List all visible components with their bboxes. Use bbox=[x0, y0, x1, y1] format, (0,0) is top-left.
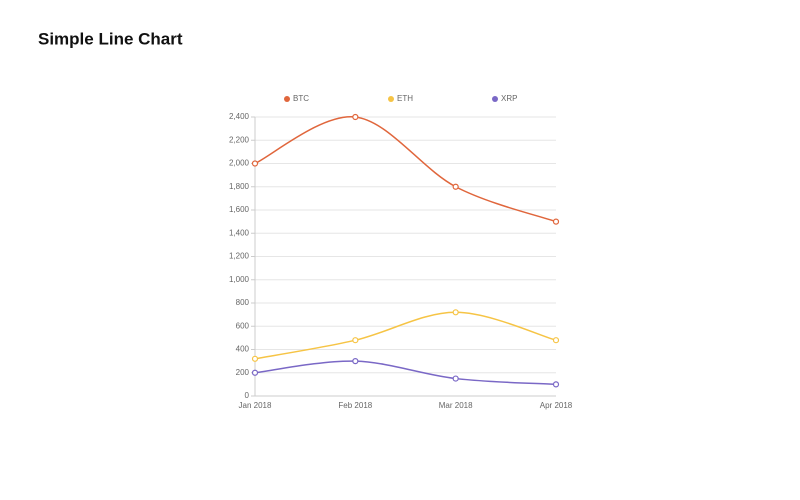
point bbox=[352, 113, 359, 121]
line bbox=[254, 311, 557, 360]
point bbox=[552, 381, 560, 388]
legend-marker[interactable] bbox=[388, 96, 394, 102]
point bbox=[251, 355, 259, 362]
point bbox=[452, 309, 459, 316]
legend-marker[interactable] bbox=[492, 96, 498, 102]
point bbox=[352, 337, 359, 344]
line bbox=[254, 116, 557, 223]
y-tick-label: 2,400 bbox=[229, 112, 250, 121]
legend-label[interactable]: BTC bbox=[293, 94, 309, 103]
x-tick-label: Mar 2018 bbox=[439, 401, 473, 410]
chart-title: Simple Line Chart bbox=[38, 29, 183, 48]
point bbox=[452, 183, 459, 190]
point bbox=[251, 160, 259, 167]
point bbox=[452, 375, 459, 382]
y-tick-label: 1,600 bbox=[229, 205, 250, 214]
y-tick-label: 2,200 bbox=[229, 135, 250, 144]
legend-label[interactable]: XRP bbox=[501, 94, 517, 103]
y-tick-label: 1,400 bbox=[229, 228, 250, 237]
y-tick-label: 0 bbox=[245, 391, 250, 400]
y-tick-label: 1,200 bbox=[229, 252, 250, 261]
y-tick-label: 2,000 bbox=[229, 159, 250, 168]
legend-label[interactable]: ETH bbox=[397, 94, 413, 103]
legend-marker[interactable] bbox=[284, 96, 290, 102]
point bbox=[552, 218, 560, 225]
y-tick-label: 400 bbox=[236, 345, 250, 354]
x-tick-label: Jan 2018 bbox=[239, 401, 272, 410]
point bbox=[251, 369, 259, 376]
y-tick-label: 600 bbox=[236, 321, 250, 330]
line bbox=[254, 360, 557, 386]
x-tick-label: Feb 2018 bbox=[338, 401, 372, 410]
y-tick-label: 800 bbox=[236, 298, 250, 307]
y-tick-label: 1,000 bbox=[229, 275, 250, 284]
point bbox=[352, 358, 359, 365]
y-tick-label: 200 bbox=[236, 368, 250, 377]
y-tick-label: 1,800 bbox=[229, 182, 250, 191]
point bbox=[552, 337, 560, 344]
x-tick-label: Apr 2018 bbox=[540, 401, 573, 410]
